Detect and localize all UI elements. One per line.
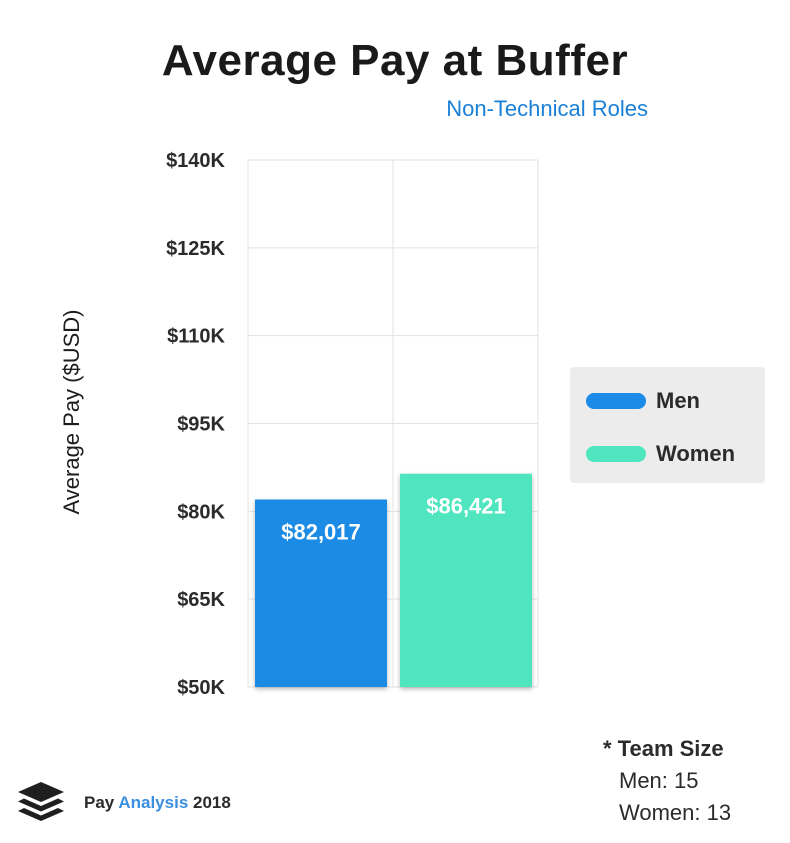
footer: Pay Analysis 2018	[16, 780, 231, 826]
legend-swatch-men	[586, 393, 646, 409]
team-size-women: Women: 13	[619, 800, 732, 825]
team-size-title: * Team Size	[603, 736, 724, 761]
legend-swatch-women	[586, 446, 646, 462]
team-size-note: * Team Size Men: 15 Women: 13	[603, 736, 731, 826]
y-tick-label: $125K	[166, 238, 225, 260]
buffer-stack-icon	[18, 782, 64, 821]
legend-item-men: Men	[586, 388, 700, 414]
legend: Men Women	[570, 367, 765, 483]
bar-men	[255, 499, 387, 687]
footer-text: Pay Analysis 2018	[84, 793, 231, 813]
footer-text-year: 2018	[188, 793, 231, 812]
grid-lines	[247, 159, 539, 688]
legend-label-women: Women	[656, 441, 736, 466]
y-axis-ticks: $50K $65K $80K $95K $110K $125K $140K	[166, 150, 225, 699]
chart-subtitle: Non-Technical Roles	[446, 96, 648, 121]
bar-women	[400, 473, 532, 687]
bars: $82,017 $86,421	[255, 473, 532, 687]
legend-item-women: Women	[586, 441, 735, 467]
bar-value-label-men: $82,017	[281, 520, 361, 545]
y-tick-label: $110K	[167, 326, 225, 348]
y-tick-label: $65K	[177, 589, 225, 611]
legend-label-men: Men	[656, 388, 700, 413]
y-tick-label: $80K	[177, 501, 225, 523]
bar-value-label-women: $86,421	[426, 494, 506, 519]
y-tick-label: $50K	[177, 677, 225, 699]
footer-text-analysis: Analysis	[118, 793, 189, 812]
y-tick-label: $140K	[166, 150, 225, 172]
footer-text-pay: Pay	[84, 793, 119, 812]
team-size-men: Men: 15	[619, 768, 699, 793]
chart-title: Average Pay at Buffer	[161, 36, 629, 85]
y-tick-label: $95K	[177, 414, 225, 436]
